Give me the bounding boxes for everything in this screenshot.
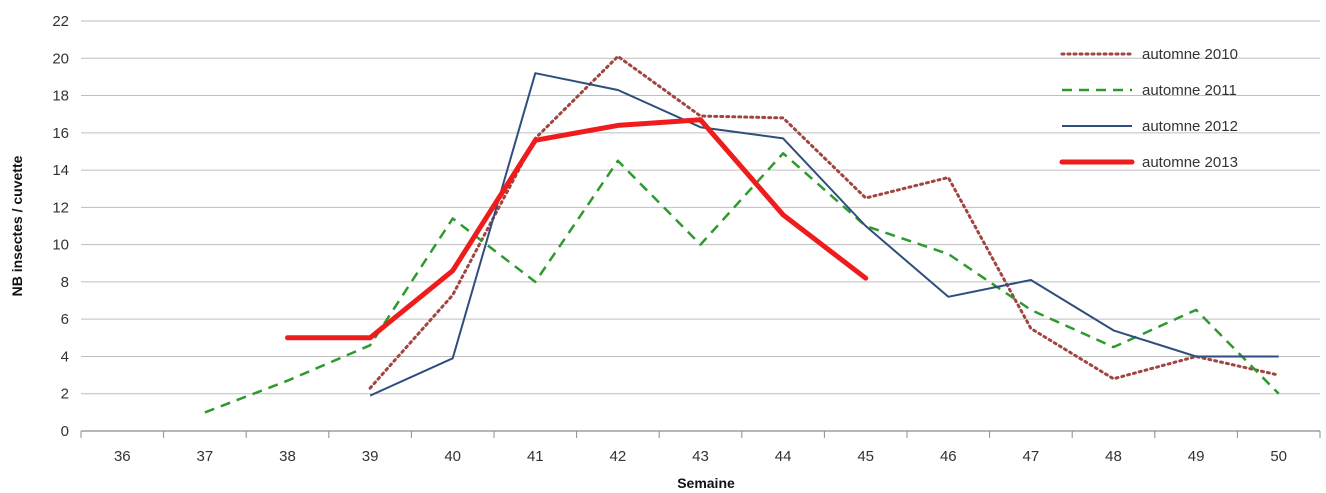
y-tick-label: 14 xyxy=(52,162,69,179)
x-tick-label: 40 xyxy=(444,448,461,465)
axes xyxy=(80,430,1321,438)
x-tick-label: 37 xyxy=(197,448,214,465)
y-tick-label: 4 xyxy=(61,348,69,365)
y-tick-label: 12 xyxy=(52,199,69,216)
y-tick-label: 8 xyxy=(61,274,69,291)
legend-label: automne 2011 xyxy=(1142,82,1237,99)
x-tick-labels: 36 37 38 39 40 41 42 43 44 45 46 47 48 49 50 xyxy=(114,448,1287,465)
y-axis-title: NB insectes / cuvette xyxy=(9,155,25,296)
y-tick-label: 18 xyxy=(52,88,69,105)
x-tick-label: 45 xyxy=(857,448,874,465)
y-tick-labels: 0 2 4 6 8 10 12 14 16 18 20 22 xyxy=(52,13,69,440)
y-tick-label: 0 xyxy=(61,423,69,440)
legend-label: automne 2010 xyxy=(1142,46,1238,63)
x-tick-label: 49 xyxy=(1188,448,1205,465)
y-tick-label: 2 xyxy=(61,386,69,403)
y-tick-label: 20 xyxy=(52,50,69,67)
x-tick-label: 38 xyxy=(279,448,296,465)
x-tick-label: 47 xyxy=(1023,448,1040,465)
series-lines xyxy=(204,54,1281,414)
x-tick-label: 48 xyxy=(1105,448,1122,465)
x-tick-label: 42 xyxy=(610,448,627,465)
x-tick-label: 36 xyxy=(114,448,131,465)
x-tick-label: 44 xyxy=(775,448,792,465)
y-tick-label: 6 xyxy=(61,311,69,328)
legend-label: automne 2013 xyxy=(1142,154,1238,171)
series-line-automne-2010 xyxy=(368,54,1281,390)
legend: automne 2010 automne 2011 automne 2012 auto… xyxy=(1059,46,1238,171)
y-tick-label: 16 xyxy=(52,125,69,142)
x-tick-label: 50 xyxy=(1270,448,1287,465)
x-tick-label: 41 xyxy=(527,448,544,465)
y-tick-label: 22 xyxy=(52,13,69,30)
x-axis-title: Semaine xyxy=(677,475,735,491)
x-tick-label: 46 xyxy=(940,448,957,465)
legend-label: automne 2012 xyxy=(1142,118,1238,135)
series-line-automne-2012 xyxy=(369,72,1279,397)
series-line-automne-2013 xyxy=(285,117,869,341)
series-line-automne-2011 xyxy=(204,152,1280,414)
x-tick-label: 43 xyxy=(692,448,709,465)
y-tick-label: 10 xyxy=(52,237,69,254)
x-tick-label: 39 xyxy=(362,448,379,465)
